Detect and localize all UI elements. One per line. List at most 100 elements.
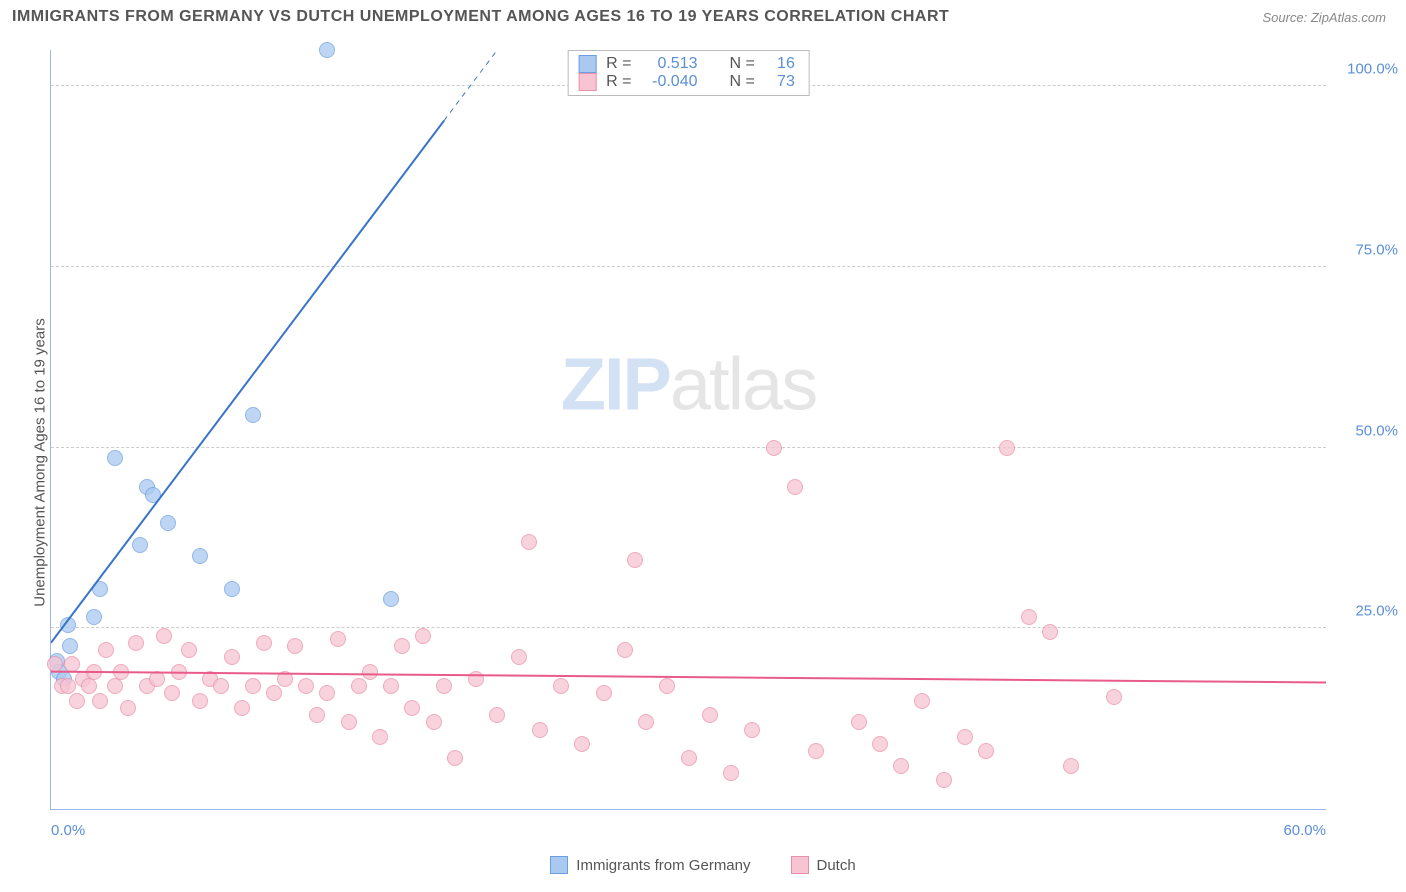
data-point: [224, 649, 240, 665]
data-point: [404, 700, 420, 716]
data-point: [1063, 758, 1079, 774]
data-point: [426, 714, 442, 730]
data-point: [702, 707, 718, 723]
legend-R-label: R =: [606, 55, 631, 73]
data-point: [936, 772, 952, 788]
data-point: [447, 750, 463, 766]
data-point: [1042, 624, 1058, 640]
data-point: [1021, 609, 1037, 625]
data-point: [287, 638, 303, 654]
data-point: [383, 591, 399, 607]
data-point: [999, 440, 1015, 456]
data-point: [787, 479, 803, 495]
data-point: [171, 664, 187, 680]
legend-swatch: [791, 856, 809, 874]
y-tick-label: 25.0%: [1334, 603, 1398, 620]
trend-line: [51, 672, 1326, 683]
legend-R-value: 0.513: [642, 55, 698, 73]
data-point: [86, 609, 102, 625]
data-point: [107, 450, 123, 466]
data-point: [872, 736, 888, 752]
legend-N-value: 16: [765, 55, 795, 73]
x-tick-label: 60.0%: [1283, 822, 1326, 839]
y-tick-label: 50.0%: [1334, 422, 1398, 439]
data-point: [723, 765, 739, 781]
data-point: [596, 685, 612, 701]
legend-N-value: 73: [765, 73, 795, 91]
data-point: [128, 635, 144, 651]
data-point: [468, 671, 484, 687]
legend-row: R = -0.040 N = 73: [578, 73, 795, 91]
chart-area: Unemployment Among Ages 16 to 19 years Z…: [0, 30, 1406, 878]
x-tick-label: 0.0%: [51, 822, 85, 839]
legend-R-value: -0.040: [642, 73, 698, 91]
y-axis-label: Unemployment Among Ages 16 to 19 years: [32, 203, 49, 723]
series-name: Dutch: [817, 857, 856, 874]
data-point: [234, 700, 250, 716]
gridline: [51, 447, 1326, 448]
data-point: [1106, 689, 1122, 705]
watermark: ZIPatlas: [561, 341, 816, 426]
data-point: [145, 487, 161, 503]
data-point: [362, 664, 378, 680]
data-point: [319, 42, 335, 58]
data-point: [92, 693, 108, 709]
series-legend-item: Immigrants from Germany: [550, 856, 750, 874]
data-point: [511, 649, 527, 665]
data-point: [914, 693, 930, 709]
gridline: [51, 266, 1326, 267]
data-point: [64, 656, 80, 672]
data-point: [617, 642, 633, 658]
data-point: [181, 642, 197, 658]
correlation-legend: R = 0.513 N = 16 R = -0.040 N = 73: [567, 50, 810, 96]
series-name: Immigrants from Germany: [576, 857, 750, 874]
data-point: [245, 407, 261, 423]
data-point: [521, 534, 537, 550]
data-point: [107, 678, 123, 694]
series-legend-item: Dutch: [791, 856, 856, 874]
chart-title: IMMIGRANTS FROM GERMANY VS DUTCH UNEMPLO…: [12, 8, 949, 26]
data-point: [192, 548, 208, 564]
legend-N-label: N =: [730, 73, 755, 91]
legend-swatch: [550, 856, 568, 874]
data-point: [156, 628, 172, 644]
data-point: [224, 581, 240, 597]
data-point: [256, 635, 272, 651]
data-point: [245, 678, 261, 694]
data-point: [132, 537, 148, 553]
data-point: [98, 642, 114, 658]
y-tick-label: 75.0%: [1334, 241, 1398, 258]
data-point: [60, 617, 76, 633]
legend-N-label: N =: [730, 55, 755, 73]
data-point: [372, 729, 388, 745]
data-point: [330, 631, 346, 647]
data-point: [149, 671, 165, 687]
legend-row: R = 0.513 N = 16: [578, 55, 795, 73]
data-point: [266, 685, 282, 701]
data-point: [164, 685, 180, 701]
data-point: [160, 515, 176, 531]
data-point: [415, 628, 431, 644]
scatter-plot: ZIPatlas R =0.513N =16R =-0.040N =73 25.…: [50, 50, 1326, 810]
data-point: [69, 693, 85, 709]
data-point: [60, 678, 76, 694]
data-point: [113, 664, 129, 680]
data-point: [341, 714, 357, 730]
data-point: [744, 722, 760, 738]
data-point: [957, 729, 973, 745]
trend-line: [51, 121, 444, 643]
legend-R-label: R =: [606, 73, 631, 91]
data-point: [351, 678, 367, 694]
data-point: [319, 685, 335, 701]
data-point: [766, 440, 782, 456]
data-point: [298, 678, 314, 694]
data-point: [277, 671, 293, 687]
data-point: [532, 722, 548, 738]
data-point: [553, 678, 569, 694]
data-point: [978, 743, 994, 759]
data-point: [47, 656, 63, 672]
data-point: [62, 638, 78, 654]
y-tick-label: 100.0%: [1334, 61, 1398, 78]
data-point: [659, 678, 675, 694]
data-point: [120, 700, 136, 716]
